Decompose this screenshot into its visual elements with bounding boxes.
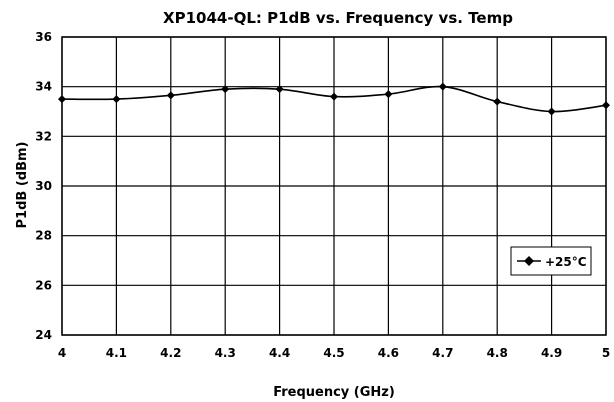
x-tick-label: 5	[602, 346, 610, 360]
x-tick-label: 4.8	[487, 346, 508, 360]
y-tick-label: 30	[35, 179, 52, 193]
data-point	[330, 92, 338, 101]
data-point	[602, 101, 610, 110]
data-point	[493, 97, 502, 106]
chart-title: XP1044-QL: P1dB vs. Frequency vs. Temp	[163, 9, 513, 27]
legend-marker	[524, 256, 534, 266]
data-point	[438, 82, 447, 91]
y-tick-label: 36	[35, 30, 52, 44]
data-point	[221, 85, 230, 94]
y-tick-label: 34	[35, 80, 52, 94]
x-tick-label: 4.5	[323, 346, 344, 360]
x-tick-label: 4.6	[378, 346, 399, 360]
y-tick-label: 28	[35, 229, 52, 243]
legend: +25°C	[510, 246, 592, 276]
data-point	[275, 85, 284, 94]
x-tick-label: 4.9	[541, 346, 562, 360]
data-point	[547, 107, 556, 116]
data-point	[112, 95, 121, 104]
y-tick-label: 24	[35, 328, 52, 342]
x-tick-label: 4.3	[215, 346, 236, 360]
y-tick-label: 32	[35, 129, 52, 143]
data-point	[384, 90, 393, 99]
data-point	[58, 95, 66, 104]
x-tick-label: 4.1	[106, 346, 127, 360]
y-tick-labels: 24 26 28 30 32 34 36	[35, 30, 52, 342]
series-layer	[58, 82, 610, 116]
plot-frame	[61, 36, 607, 336]
x-tick-label: 4.7	[432, 346, 453, 360]
x-tick-label: 4	[58, 346, 66, 360]
data-point	[166, 91, 175, 100]
y-tick-label: 26	[35, 278, 52, 292]
x-tick-label: 4.4	[269, 346, 290, 360]
legend-label: +25°C	[545, 255, 587, 269]
x-axis-label: Frequency (GHz)	[273, 385, 395, 400]
x-tick-labels: 4 4.1 4.2 4.3 4.4 4.5 4.6 4.7 4.8 4.9 5	[58, 346, 610, 360]
x-tick-label: 4.2	[160, 346, 181, 360]
y-axis-label: P1dB (dBm)	[15, 142, 30, 229]
grid	[61, 36, 607, 336]
